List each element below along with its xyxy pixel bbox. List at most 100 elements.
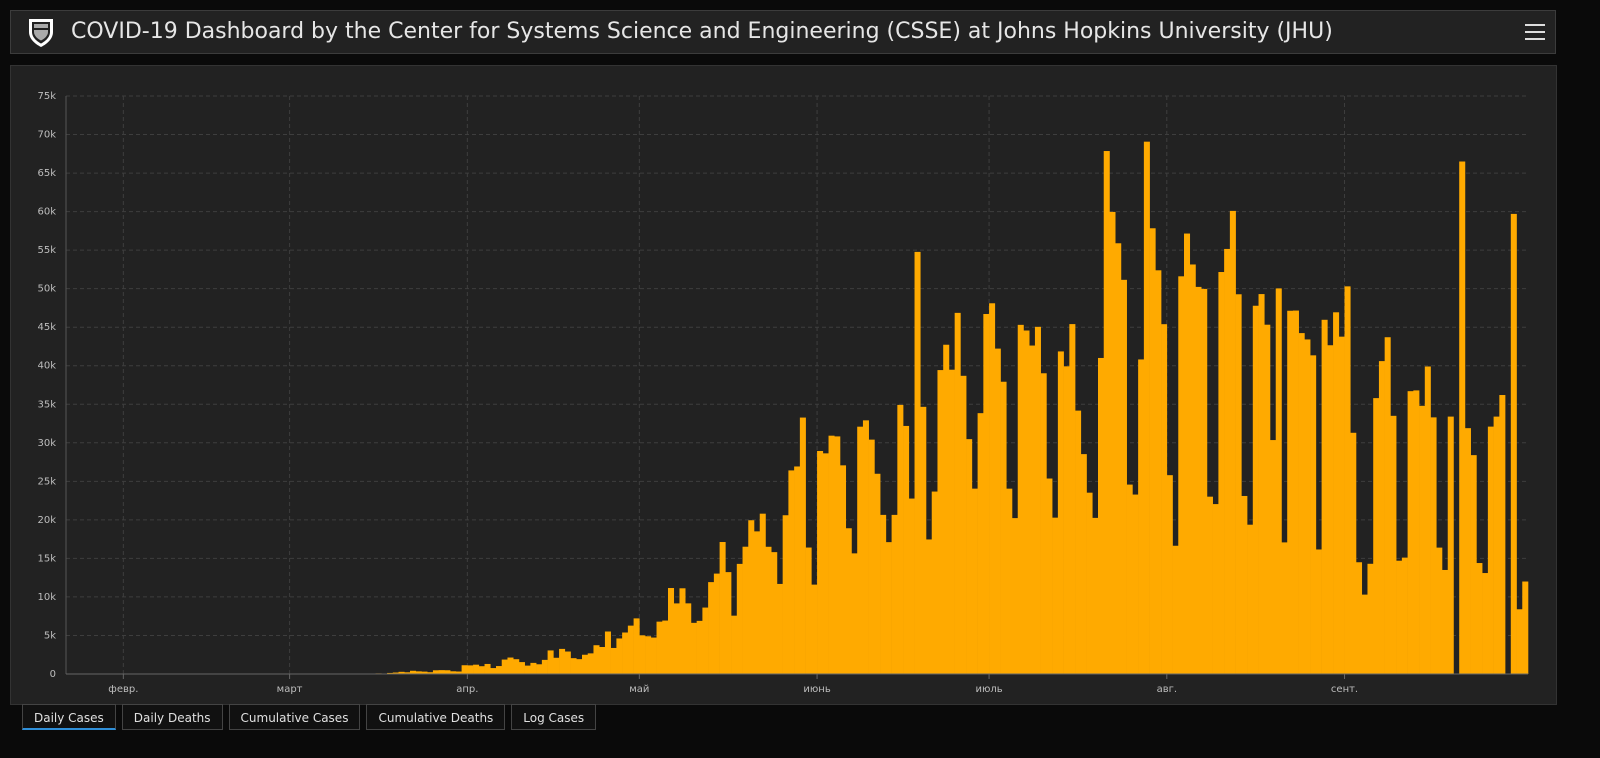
bar (1103, 151, 1110, 674)
bar (432, 670, 439, 674)
bar (742, 546, 749, 674)
bar (971, 488, 978, 674)
bar (1063, 366, 1070, 674)
bar (444, 670, 451, 674)
bar (696, 620, 703, 674)
bar (817, 450, 824, 674)
bar (754, 531, 761, 674)
bar (559, 648, 566, 674)
bar (1212, 504, 1219, 674)
bar (719, 542, 726, 674)
bar (690, 622, 697, 674)
y-tick-label: 10k (37, 592, 56, 603)
bar (1218, 272, 1225, 674)
bar (645, 636, 652, 674)
bar (1270, 440, 1277, 674)
bar (1034, 326, 1041, 674)
tab[interactable]: Cumulative Cases (228, 704, 361, 730)
logo (29, 19, 53, 47)
bar (438, 670, 445, 674)
bar (1040, 373, 1047, 674)
bar (541, 659, 548, 674)
bar (633, 618, 640, 674)
x-tick-label: апр. (456, 684, 478, 695)
bar (748, 520, 755, 674)
bar (1264, 324, 1271, 674)
bar (1012, 518, 1019, 674)
bar (822, 453, 829, 674)
y-tick-label: 50k (37, 284, 56, 295)
bar (1017, 324, 1024, 674)
bar (650, 637, 657, 674)
bar (1338, 336, 1345, 674)
bar (1281, 542, 1288, 674)
bar (834, 436, 841, 674)
bar (1143, 141, 1150, 675)
bar (1258, 294, 1265, 674)
bar (1522, 581, 1529, 674)
bar (496, 666, 503, 674)
bar (937, 370, 944, 674)
tab[interactable]: Cumulative Deaths (366, 704, 506, 730)
bar (685, 603, 692, 674)
bar (1023, 330, 1030, 674)
bar (1470, 455, 1477, 674)
bar (1413, 390, 1420, 674)
bar (1396, 560, 1403, 674)
bar (604, 631, 611, 674)
bar (1430, 417, 1437, 674)
bar (1224, 248, 1231, 675)
bar (1235, 294, 1242, 674)
bar (392, 672, 399, 674)
bar (1367, 563, 1374, 674)
bar (1046, 478, 1053, 674)
bar (989, 303, 996, 674)
bar (1052, 517, 1059, 674)
bar (736, 563, 743, 674)
bar (1086, 492, 1093, 674)
bar (880, 514, 887, 674)
bar (627, 625, 634, 674)
bar (1487, 426, 1494, 674)
bar (845, 528, 852, 674)
menu-button[interactable] (1525, 23, 1545, 41)
bar (966, 439, 973, 674)
y-tick-label: 45k (37, 322, 56, 333)
tab[interactable]: Daily Deaths (121, 704, 223, 730)
bar (1075, 410, 1082, 674)
tab[interactable]: Daily Cases (22, 704, 116, 730)
bar (731, 615, 738, 674)
bar (656, 621, 663, 674)
bar (891, 514, 898, 674)
tab-bar: Daily Cases Daily Deaths Cumulative Cases C… (22, 704, 597, 731)
chart: 0 5k 10k 15k 20k 25k 30k 35k 40k 45k 50k 55k 60k 65k 7… (37, 91, 1529, 695)
bar (484, 663, 491, 674)
y-tick-label: 25k (37, 476, 56, 487)
y-tick-label: 35k (37, 399, 56, 410)
tab[interactable]: Log Cases (511, 704, 597, 730)
bar (1247, 524, 1254, 674)
bar (1161, 324, 1168, 674)
bar (518, 662, 525, 674)
bar (1378, 361, 1385, 674)
bar (1000, 381, 1007, 674)
bar (1178, 276, 1185, 674)
bar (1172, 545, 1179, 674)
bar (1344, 286, 1351, 674)
bar (1464, 428, 1471, 674)
bar (410, 670, 417, 674)
bar (536, 664, 543, 674)
bar (1361, 594, 1368, 674)
bar (1252, 305, 1259, 674)
bar (1436, 547, 1443, 674)
bar (725, 572, 732, 674)
bar (1155, 270, 1162, 674)
bar (1516, 609, 1523, 674)
bar (673, 603, 680, 674)
bar (857, 426, 864, 674)
bar (782, 515, 789, 674)
bar (507, 657, 514, 674)
bar (599, 647, 606, 674)
bar (1275, 288, 1282, 674)
